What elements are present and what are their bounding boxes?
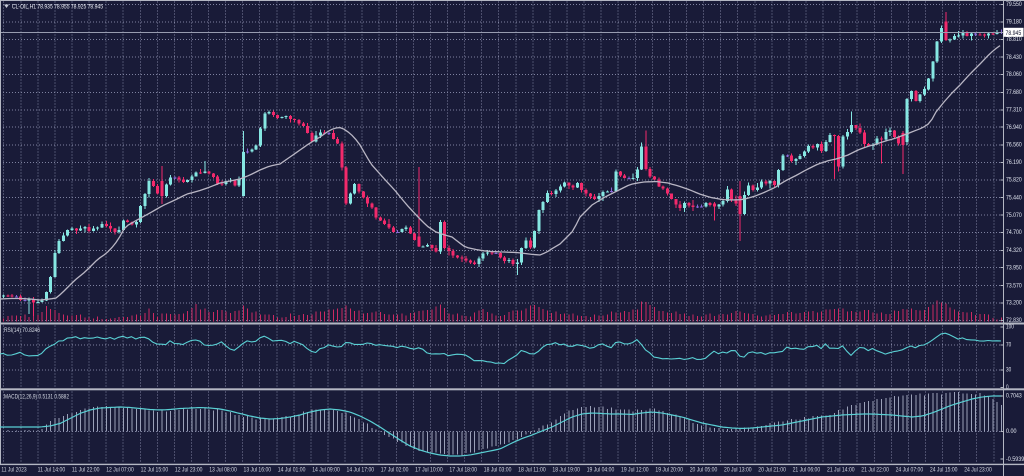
svg-text:78.810: 78.810: [1006, 36, 1022, 43]
svg-text:MACD(12,26,9) 0.5131 0.5882: MACD(12,26,9) 0.5131 0.5882: [4, 394, 69, 401]
svg-text:0: 0: [1006, 384, 1009, 391]
svg-text:70: 70: [1006, 342, 1012, 349]
svg-text:18 Jul 03:00: 18 Jul 03:00: [484, 467, 512, 474]
svg-text:72.830: 72.830: [1006, 317, 1022, 324]
svg-text:12 Jul 07:00: 12 Jul 07:00: [106, 467, 134, 474]
svg-text:74.320: 74.320: [1006, 247, 1022, 254]
svg-text:17 Jul 10:00: 17 Jul 10:00: [415, 467, 443, 474]
svg-text:11 Jul 14:00: 11 Jul 14:00: [38, 467, 66, 474]
svg-text:75.820: 75.820: [1006, 177, 1022, 184]
svg-text:75.070: 75.070: [1006, 212, 1022, 219]
svg-text:75.440: 75.440: [1006, 194, 1022, 201]
svg-text:14 Jul 17:00: 14 Jul 17:00: [347, 467, 375, 474]
svg-text:13 Jul 08:00: 13 Jul 08:00: [209, 467, 237, 474]
svg-text:17 Jul 02:00: 17 Jul 02:00: [381, 467, 409, 474]
svg-text:20 Jul 05:00: 20 Jul 05:00: [690, 467, 718, 474]
svg-text:73.570: 73.570: [1006, 282, 1022, 289]
svg-text:19 Jul 20:00: 19 Jul 20:00: [655, 467, 683, 474]
svg-text:20 Jul 21:00: 20 Jul 21:00: [758, 467, 786, 474]
svg-text:19 Jul 04:00: 19 Jul 04:00: [587, 467, 615, 474]
svg-text:78.430: 78.430: [1006, 54, 1022, 61]
svg-text:14 Jul 09:00: 14 Jul 09:00: [312, 467, 340, 474]
svg-text:13 Jul 16:00: 13 Jul 16:00: [244, 467, 272, 474]
svg-text:78.060: 78.060: [1006, 71, 1022, 78]
svg-text:79.180: 79.180: [1006, 19, 1022, 26]
svg-text:11 Jul 2023: 11 Jul 2023: [1, 467, 27, 474]
svg-text:78.945: 78.945: [1006, 30, 1022, 37]
svg-text:74.700: 74.700: [1006, 229, 1022, 236]
svg-text:12 Jul 15:00: 12 Jul 15:00: [141, 467, 169, 474]
svg-text:30: 30: [1006, 367, 1012, 374]
svg-text:CL-OIL,H1 78.935 78.955 78.925: CL-OIL,H1 78.935 78.955 78.925 78.945: [12, 3, 103, 10]
svg-text:100: 100: [1006, 324, 1014, 331]
svg-text:24 Jul 23:00: 24 Jul 23:00: [964, 467, 992, 474]
svg-text:12 Jul 23:00: 12 Jul 23:00: [175, 467, 203, 474]
svg-text:73.950: 73.950: [1006, 264, 1022, 271]
svg-text:0.00: 0.00: [1006, 428, 1017, 435]
svg-text:76.560: 76.560: [1006, 142, 1022, 149]
svg-text:14 Jul 01:00: 14 Jul 01:00: [278, 467, 306, 474]
svg-text:18 Jul 11:00: 18 Jul 11:00: [518, 467, 546, 474]
svg-text:77.310: 77.310: [1006, 107, 1022, 114]
svg-text:76.190: 76.190: [1006, 159, 1022, 166]
svg-text:73.200: 73.200: [1006, 300, 1022, 307]
svg-text:24 Jul 07:00: 24 Jul 07:00: [896, 467, 924, 474]
svg-text:-0.5939: -0.5939: [1006, 456, 1024, 463]
svg-text:24 Jul 15:00: 24 Jul 15:00: [930, 467, 958, 474]
svg-text:21 Jul 06:00: 21 Jul 06:00: [793, 467, 821, 474]
svg-text:76.940: 76.940: [1006, 124, 1022, 131]
svg-text:79.550: 79.550: [1006, 1, 1022, 8]
svg-text:18 Jul 19:00: 18 Jul 19:00: [552, 467, 580, 474]
svg-text:RSI(14) 70.8246: RSI(14) 70.8246: [4, 327, 40, 334]
svg-text:21 Jul 14:00: 21 Jul 14:00: [827, 467, 855, 474]
svg-text:11 Jul 22:00: 11 Jul 22:00: [72, 467, 100, 474]
svg-text:19 Jul 12:00: 19 Jul 12:00: [621, 467, 649, 474]
svg-text:17 Jul 18:00: 17 Jul 18:00: [449, 467, 477, 474]
svg-text:77.680: 77.680: [1006, 89, 1022, 96]
svg-text:0.7043: 0.7043: [1006, 393, 1022, 400]
svg-text:20 Jul 13:00: 20 Jul 13:00: [724, 467, 752, 474]
svg-text:21 Jul 22:00: 21 Jul 22:00: [861, 467, 889, 474]
